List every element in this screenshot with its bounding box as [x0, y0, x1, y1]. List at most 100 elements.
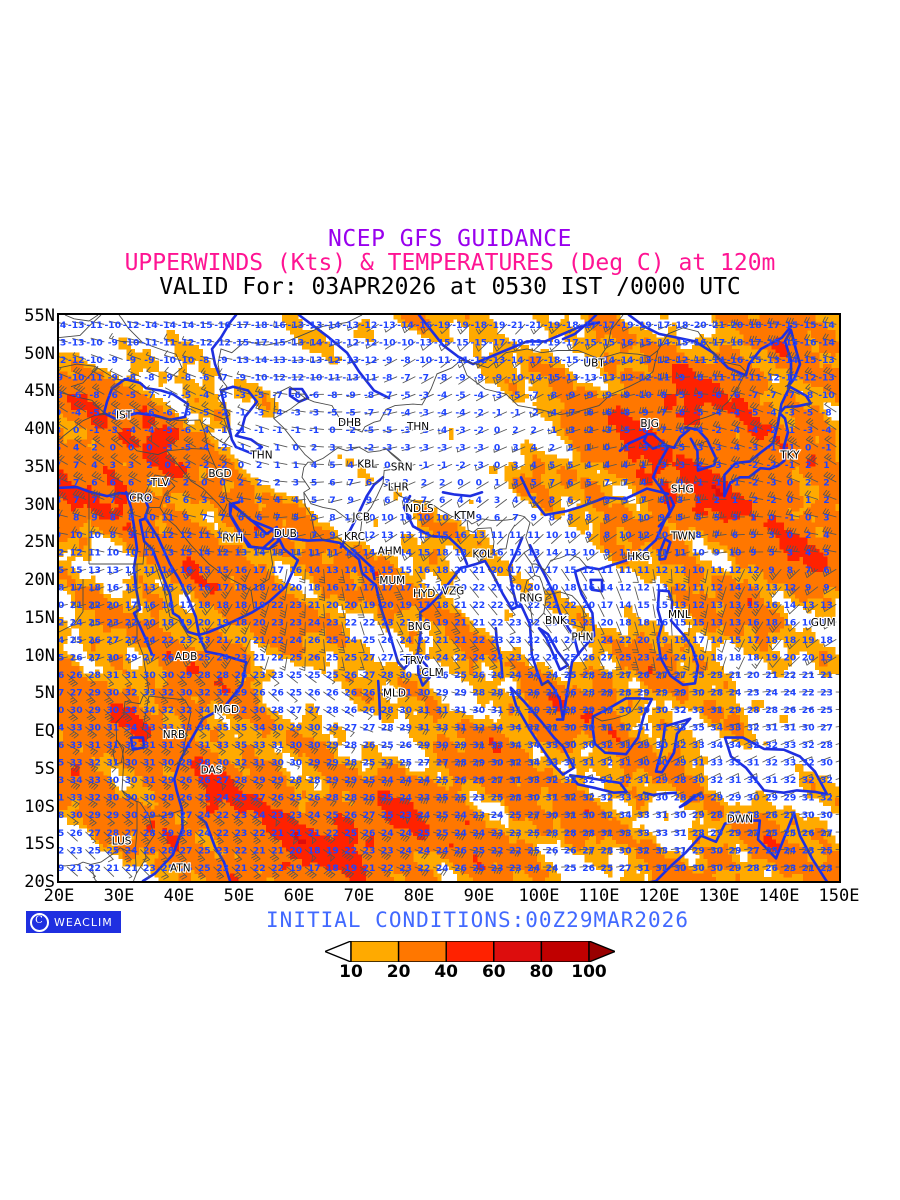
svg-text:23: 23	[509, 653, 522, 664]
svg-text:30: 30	[289, 740, 302, 751]
svg-text:3: 3	[732, 513, 738, 524]
svg-text:31: 31	[655, 723, 668, 734]
svg-text:30: 30	[655, 740, 668, 751]
svg-text:30: 30	[655, 793, 668, 804]
svg-text:29: 29	[674, 688, 687, 699]
svg-text:23: 23	[143, 863, 156, 874]
svg-text:29: 29	[399, 723, 412, 734]
svg-text:30: 30	[491, 758, 504, 769]
svg-text:5: 5	[713, 513, 719, 524]
svg-text:-10: -10	[306, 373, 323, 384]
svg-text:-7: -7	[748, 390, 758, 401]
svg-text:30: 30	[674, 863, 687, 874]
svg-text:12: 12	[784, 583, 797, 594]
station-hyd: HYD	[412, 587, 437, 601]
svg-text:33: 33	[619, 828, 632, 839]
svg-text:19: 19	[655, 635, 668, 646]
svg-text:-2: -2	[474, 408, 484, 419]
svg-text:0: 0	[768, 513, 774, 524]
svg-text:26: 26	[363, 705, 376, 716]
svg-text:7: 7	[201, 513, 207, 524]
svg-text:-14: -14	[251, 355, 268, 366]
svg-text:22: 22	[564, 600, 577, 611]
svg-text:-13: -13	[287, 338, 304, 349]
svg-text:31: 31	[619, 740, 632, 751]
svg-text:31: 31	[747, 775, 760, 786]
svg-text:30: 30	[308, 740, 321, 751]
svg-text:23: 23	[784, 863, 797, 874]
svg-text:26: 26	[180, 775, 193, 786]
svg-text:23: 23	[418, 793, 431, 804]
svg-text:22: 22	[784, 670, 797, 681]
svg-text:33: 33	[253, 740, 266, 751]
svg-text:-2: -2	[474, 425, 484, 436]
svg-text:29: 29	[161, 775, 174, 786]
svg-text:28: 28	[601, 845, 614, 856]
svg-text:18: 18	[729, 653, 742, 664]
svg-text:27: 27	[125, 635, 138, 646]
svg-text:3: 3	[677, 495, 683, 506]
svg-text:TKY: TKY	[779, 450, 800, 462]
svg-text:25: 25	[326, 810, 339, 821]
svg-text:-4: -4	[199, 390, 209, 401]
svg-text:2: 2	[366, 460, 372, 471]
svg-text:16: 16	[106, 583, 119, 594]
svg-text:16: 16	[198, 583, 211, 594]
svg-text:18: 18	[198, 600, 211, 611]
svg-text:23: 23	[289, 810, 302, 821]
svg-text:10: 10	[399, 513, 412, 524]
svg-text:11: 11	[88, 548, 101, 559]
station-ubt: UBT	[582, 357, 606, 371]
svg-text:22: 22	[88, 863, 101, 874]
svg-text:-4: -4	[108, 408, 118, 419]
svg-text:25: 25	[601, 863, 614, 874]
svg-text:-1: -1	[236, 425, 246, 436]
svg-text:30: 30	[143, 670, 156, 681]
svg-text:3: 3	[201, 495, 207, 506]
map-plot-area[interactable]: -14-13-11-10-12-14-14-14-15-16-17-18-16-…	[57, 313, 841, 883]
svg-text:9: 9	[329, 530, 335, 541]
colorbar-tick-100: 100	[566, 962, 612, 982]
svg-text:9: 9	[476, 513, 482, 524]
station-clm: CLM	[420, 666, 444, 680]
svg-text:14: 14	[710, 635, 723, 646]
svg-text:22: 22	[527, 618, 540, 629]
svg-text:-11: -11	[361, 373, 378, 384]
svg-text:16: 16	[747, 618, 760, 629]
svg-text:22: 22	[472, 635, 485, 646]
svg-text:-5: -5	[675, 390, 685, 401]
svg-text:27: 27	[363, 723, 376, 734]
svg-text:25: 25	[198, 845, 211, 856]
svg-text:-4: -4	[821, 425, 831, 436]
svg-text:30: 30	[70, 705, 83, 716]
svg-text:18: 18	[436, 565, 449, 576]
svg-text:27: 27	[674, 670, 687, 681]
svg-text:MUM: MUM	[379, 575, 405, 587]
svg-text:18: 18	[784, 635, 797, 646]
svg-text:28: 28	[692, 828, 705, 839]
svg-text:SHG: SHG	[671, 484, 694, 496]
svg-text:27: 27	[143, 653, 156, 664]
svg-text:3: 3	[494, 495, 500, 506]
svg-text:34: 34	[198, 723, 211, 734]
svg-text:26: 26	[326, 688, 339, 699]
svg-text:-3: -3	[748, 443, 758, 454]
svg-text:26: 26	[308, 635, 321, 646]
svg-text:9: 9	[530, 513, 536, 524]
svg-text:27: 27	[289, 705, 302, 716]
svg-text:11: 11	[527, 530, 540, 541]
svg-text:25: 25	[564, 618, 577, 629]
svg-text:31: 31	[582, 758, 595, 769]
svg-text:28: 28	[582, 828, 595, 839]
svg-text:32: 32	[674, 740, 687, 751]
svg-text:24: 24	[198, 810, 211, 821]
svg-text:-9: -9	[675, 373, 685, 384]
svg-text:-12: -12	[324, 355, 341, 366]
station-lhr: LHR	[387, 480, 410, 494]
svg-text:24: 24	[454, 828, 467, 839]
svg-text:-13: -13	[287, 355, 304, 366]
svg-text:6: 6	[329, 478, 335, 489]
svg-text:19: 19	[399, 600, 412, 611]
svg-text:-14: -14	[141, 320, 158, 331]
svg-text:6: 6	[110, 478, 116, 489]
